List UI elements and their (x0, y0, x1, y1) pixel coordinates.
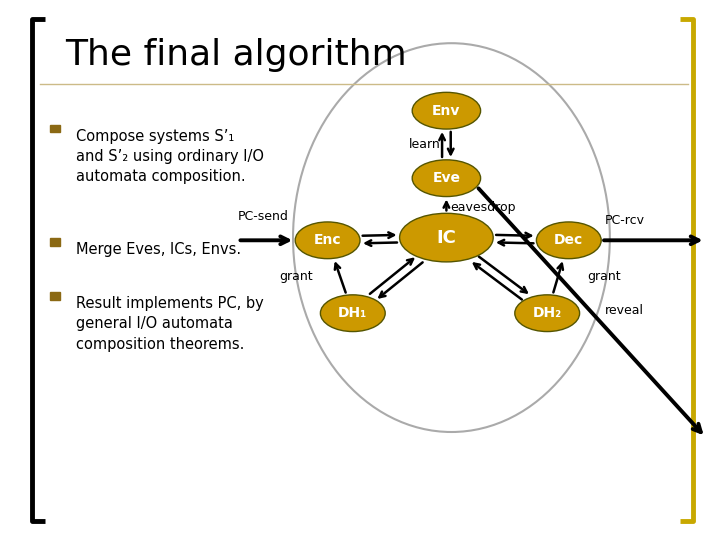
Text: Dec: Dec (554, 233, 583, 247)
Text: grant: grant (279, 270, 313, 284)
Ellipse shape (412, 92, 481, 129)
Bar (50, 125, 60, 132)
Ellipse shape (412, 160, 481, 197)
Text: Enc: Enc (314, 233, 341, 247)
Text: Merge Eves, ICs, Envs.: Merge Eves, ICs, Envs. (76, 242, 240, 257)
Text: grant: grant (587, 270, 621, 284)
Ellipse shape (295, 222, 360, 259)
Text: PC-send: PC-send (238, 210, 289, 223)
Text: eavesdrop: eavesdrop (450, 201, 516, 214)
Text: The final algorithm: The final algorithm (65, 38, 407, 72)
Text: learn: learn (409, 138, 441, 151)
Text: IC: IC (436, 228, 456, 247)
Bar (50, 292, 60, 300)
Text: DH₂: DH₂ (533, 306, 562, 320)
Text: reveal: reveal (605, 304, 644, 317)
Ellipse shape (536, 222, 601, 259)
Text: Result implements PC, by
general I/O automata
composition theorems.: Result implements PC, by general I/O aut… (76, 296, 264, 352)
Text: Compose systems S’₁
and S’₂ using ordinary I/O
automata composition.: Compose systems S’₁ and S’₂ using ordina… (76, 129, 264, 184)
Ellipse shape (320, 295, 385, 332)
Ellipse shape (515, 295, 580, 332)
Text: PC-rcv: PC-rcv (605, 214, 645, 227)
Text: Env: Env (432, 104, 461, 118)
Text: Eve: Eve (433, 171, 460, 185)
Ellipse shape (400, 213, 493, 262)
Bar (50, 238, 60, 246)
Text: DH₁: DH₁ (338, 306, 367, 320)
